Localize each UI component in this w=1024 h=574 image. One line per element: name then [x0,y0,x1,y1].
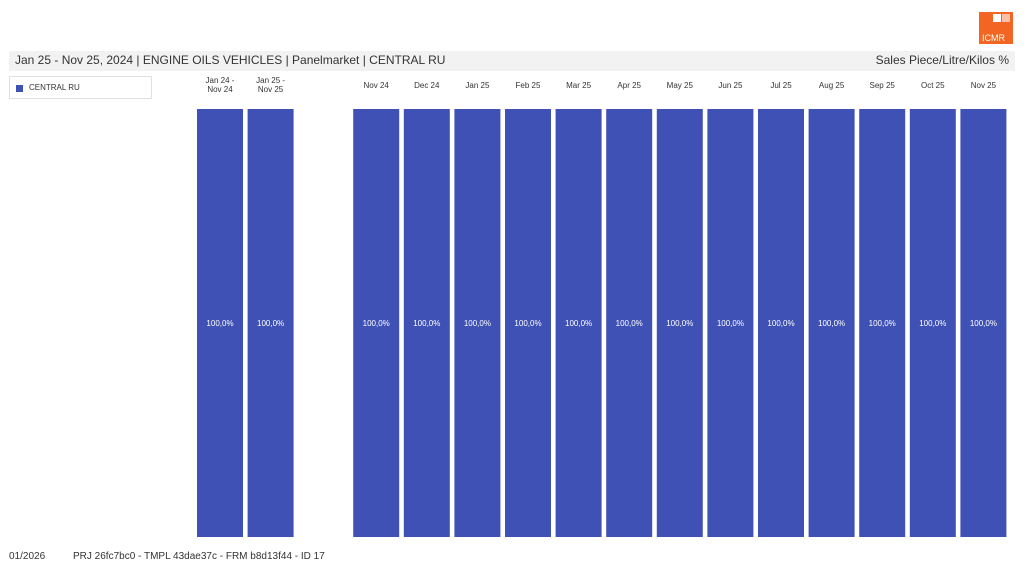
category-label-4: Jan 25 [465,81,490,90]
data-label-11: 100,0% [818,319,845,328]
data-label-13: 100,0% [919,319,946,328]
bar-3 [403,109,450,537]
category-label-6: Mar 25 [566,81,591,90]
category-label-1: Jan 25 -Nov 25 [256,76,285,94]
legend-swatch [16,85,23,92]
category-label-11: Aug 25 [819,81,845,90]
bar-12 [859,109,906,537]
bar-0 [197,109,243,537]
footer-ids: PRJ 26fc7bc0 - TMPL 43dae37c - FRM b8d13… [73,551,325,562]
category-label-5: Feb 25 [516,81,541,90]
bar-13 [909,109,956,537]
category-label-9: Jun 25 [718,81,743,90]
chart-title: Jan 25 - Nov 25, 2024 | ENGINE OILS VEHI… [15,53,446,67]
icmr-logo: ICMR [979,12,1013,44]
bar-1 [247,109,294,537]
logo-text: ICMR [982,33,1005,43]
data-label-2: 100,0% [363,319,390,328]
data-label-1: 100,0% [257,319,284,328]
bar-11 [808,109,855,537]
category-label-8: May 25 [667,81,694,90]
bar-6 [555,109,602,537]
category-label-2: Nov 24 [364,81,390,90]
category-label-7: Apr 25 [617,81,641,90]
data-label-6: 100,0% [565,319,592,328]
footer-date: 01/2026 [9,551,46,562]
category-label-13: Oct 25 [921,81,945,90]
bar-8 [656,109,703,537]
category-label-14: Nov 25 [971,81,997,90]
category-label-0: Jan 24 -Nov 24 [206,76,235,94]
data-label-7: 100,0% [616,319,643,328]
legend-label: CENTRAL RU [29,83,80,92]
data-label-4: 100,0% [464,319,491,328]
data-label-14: 100,0% [970,319,997,328]
category-label-10: Jul 25 [770,81,792,90]
data-label-8: 100,0% [666,319,693,328]
category-label-12: Sep 25 [870,81,896,90]
data-label-9: 100,0% [717,319,744,328]
bar-9 [707,109,754,537]
legend: CENTRAL RU [9,76,152,99]
bar-2 [353,109,400,537]
data-label-3: 100,0% [413,319,440,328]
data-label-5: 100,0% [514,319,541,328]
chart-header: Jan 25 - Nov 25, 2024 | ENGINE OILS VEHI… [9,51,1015,71]
data-label-10: 100,0% [767,319,794,328]
bar-7 [606,109,653,537]
bar-4 [454,109,501,537]
chart-unit: Sales Piece/Litre/Kilos % [875,53,1009,67]
data-label-12: 100,0% [869,319,896,328]
category-label-3: Dec 24 [414,81,440,90]
bar-10 [758,109,804,537]
bar-14 [960,109,1007,537]
bar-5 [505,109,551,537]
data-label-0: 100,0% [206,319,233,328]
